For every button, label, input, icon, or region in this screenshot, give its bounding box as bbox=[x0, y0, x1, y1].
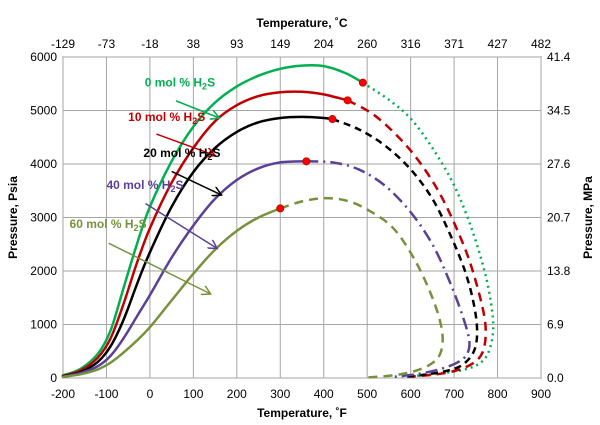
x2-axis-title: Temperature, ˚C bbox=[256, 16, 347, 30]
x2-tick-label: -18 bbox=[141, 37, 159, 51]
x2-tick-label: 93 bbox=[230, 37, 244, 51]
y2-tick-label: 27.6 bbox=[547, 157, 571, 171]
x-tick-label: -200 bbox=[51, 387, 75, 401]
x2-tick-label: -73 bbox=[98, 37, 116, 51]
x-tick-label: 800 bbox=[488, 387, 508, 401]
y-axis-title: Pressure, Psia bbox=[6, 176, 20, 259]
x-tick-label: 0 bbox=[147, 387, 154, 401]
critical-point-marker bbox=[302, 157, 311, 166]
x-tick-label: 400 bbox=[314, 387, 334, 401]
series-label: 10 mol % H2S bbox=[128, 110, 205, 126]
bubble-point-curve bbox=[61, 160, 308, 378]
series-label-arrow bbox=[171, 170, 222, 195]
y-tick-label: 4000 bbox=[30, 157, 57, 171]
series-label: 20 mol % H2S bbox=[143, 146, 220, 162]
y2-tick-label: 13.8 bbox=[547, 264, 571, 278]
x2-tick-label: 149 bbox=[270, 37, 290, 51]
series-label-arrow bbox=[156, 133, 215, 155]
series-label: 0 mol % H2S bbox=[145, 75, 215, 91]
annotations: 0 mol % H2S 10 mol % H2S 20 mol % H2S 40 mo… bbox=[70, 75, 222, 294]
y2-tick-label: 0.0 bbox=[547, 371, 564, 385]
y-tick-label: 5000 bbox=[30, 104, 57, 118]
y2-tick-label: 41.4 bbox=[547, 50, 571, 64]
series-label: 60 mol % H2S bbox=[70, 217, 147, 233]
y-tick-label: 0 bbox=[50, 371, 57, 385]
x2-tick-label: 316 bbox=[401, 37, 421, 51]
y-tick-label: 3000 bbox=[30, 211, 57, 225]
series-label-arrow bbox=[175, 100, 219, 118]
x-tick-label: 200 bbox=[227, 387, 247, 401]
x-tick-label: 100 bbox=[183, 387, 203, 401]
x2-tick-label: 482 bbox=[531, 37, 551, 51]
x2-tick-label: -129 bbox=[51, 37, 75, 51]
series-label-arrow bbox=[108, 242, 211, 294]
x-tick-label: 600 bbox=[401, 387, 421, 401]
x2-tick-label: 204 bbox=[314, 37, 334, 51]
series-label: 40 mol % H2S bbox=[106, 178, 183, 194]
bubble-point-curve bbox=[61, 115, 334, 378]
bubble-point-curve bbox=[61, 90, 349, 378]
x2-tick-label: 427 bbox=[488, 37, 508, 51]
bubble-point-curve bbox=[61, 63, 365, 377]
y2-tick-label: 6.9 bbox=[547, 318, 564, 332]
y2-tick-label: 20.7 bbox=[547, 211, 571, 225]
x-tick-label: 700 bbox=[444, 387, 464, 401]
bubble-point-curve bbox=[61, 207, 282, 379]
critical-point-marker bbox=[358, 78, 367, 87]
y-tick-label: 2000 bbox=[30, 264, 57, 278]
critical-point-marker bbox=[276, 204, 285, 213]
x2-tick-label: 38 bbox=[187, 37, 201, 51]
y-tick-label: 6000 bbox=[30, 50, 57, 64]
x2-tick-label: 371 bbox=[444, 37, 464, 51]
critical-point-marker bbox=[343, 96, 352, 105]
y2-tick-label: 34.5 bbox=[547, 104, 571, 118]
x2-tick-label: 260 bbox=[357, 37, 377, 51]
x-tick-label: 300 bbox=[270, 387, 290, 401]
dew-point-curve bbox=[331, 117, 479, 379]
dew-point-curve bbox=[306, 160, 471, 379]
series-label-arrow bbox=[145, 202, 218, 249]
x-tick-label: -100 bbox=[94, 387, 118, 401]
grid bbox=[62, 56, 542, 379]
dew-point-curve bbox=[279, 196, 444, 379]
x-axis-title: Temperature, ˚F bbox=[257, 406, 347, 420]
curves bbox=[61, 63, 495, 379]
x-tick-label: 500 bbox=[357, 387, 377, 401]
critical-points bbox=[276, 78, 367, 213]
dew-point-curve bbox=[346, 99, 487, 378]
y2-axis-title: Pressure, MPa bbox=[581, 176, 595, 259]
critical-point-marker bbox=[328, 115, 337, 124]
y-tick-label: 1000 bbox=[30, 318, 57, 332]
x-tick-label: 900 bbox=[531, 387, 551, 401]
ticks: -200 -100 0 100 200 300 400 500 600 700 800 900 -129… bbox=[30, 37, 570, 401]
